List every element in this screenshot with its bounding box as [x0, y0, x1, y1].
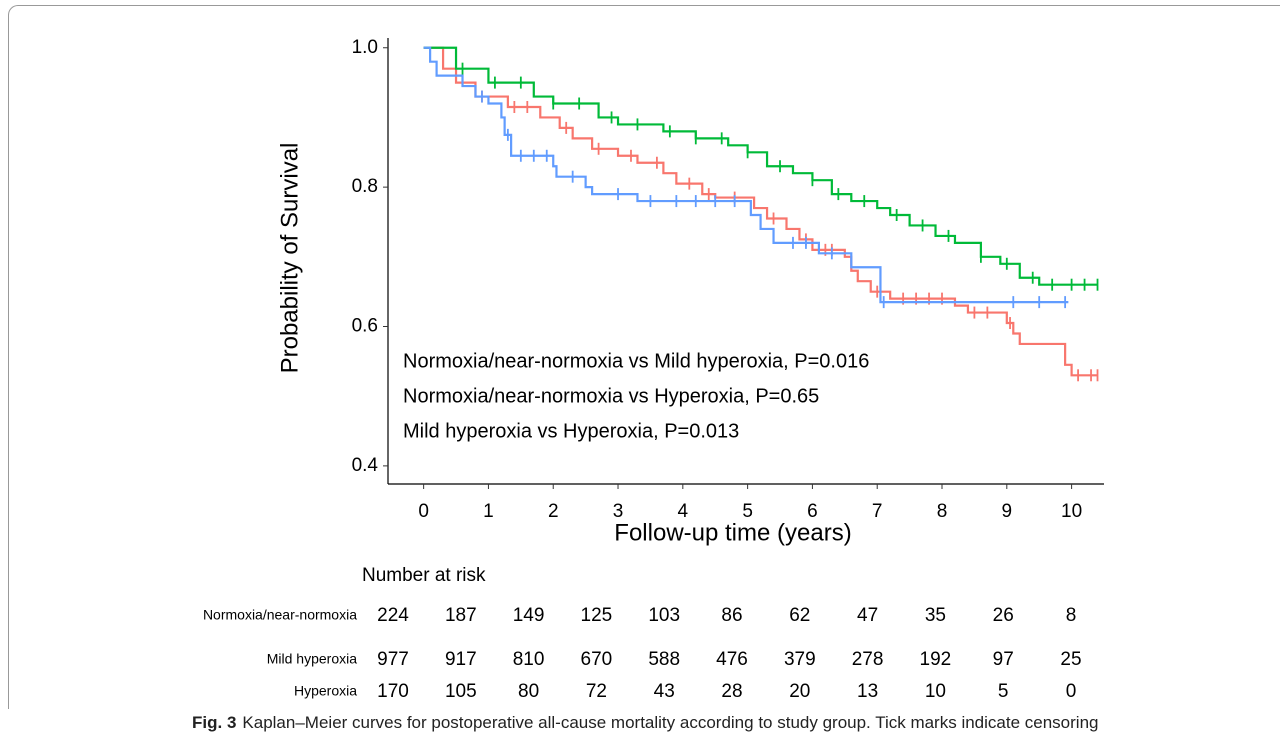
y-tick-label: 1.0 — [352, 37, 378, 58]
risk-count: 35 — [925, 605, 946, 626]
risk-count: 80 — [518, 681, 539, 702]
caption-text: Kaplan–Meier curves for postoperative al… — [242, 713, 1099, 732]
risk-row-label: Normoxia/near-normoxia — [203, 607, 357, 623]
risk-count: 170 — [377, 681, 409, 702]
x-tick-label: 8 — [937, 501, 948, 522]
risk-count: 192 — [920, 649, 952, 670]
x-tick-label: 1 — [483, 501, 494, 522]
risk-count: 28 — [721, 681, 742, 702]
risk-count: 917 — [445, 649, 477, 670]
x-tick-label: 5 — [742, 501, 753, 522]
annotation: Mild hyperoxia vs Hyperoxia, P=0.013 — [403, 420, 739, 442]
risk-count: 810 — [513, 649, 545, 670]
risk-count: 25 — [1060, 649, 1081, 670]
risk-count: 0 — [1066, 681, 1077, 702]
risk-count: 588 — [648, 649, 680, 670]
risk-count: 43 — [654, 681, 675, 702]
risk-count: 670 — [581, 649, 613, 670]
risk-count: 977 — [377, 649, 409, 670]
figure-frame — [8, 5, 1280, 709]
survival-curve — [423, 46, 1098, 286]
risk-count: 187 — [445, 605, 477, 626]
risk-row-label: Hyperoxia — [294, 683, 357, 699]
risk-count: 125 — [581, 605, 613, 626]
risk-count: 72 — [586, 681, 607, 702]
x-tick-label: 9 — [1002, 501, 1013, 522]
survival-curve — [423, 46, 1098, 377]
y-tick-label: 0.4 — [352, 455, 379, 476]
x-tick-label: 7 — [872, 501, 883, 522]
risk-count: 97 — [993, 649, 1014, 670]
x-tick-label: 10 — [1061, 501, 1082, 522]
risk-count: 149 — [513, 605, 545, 626]
risk-count: 62 — [789, 605, 810, 626]
x-tick-label: 3 — [613, 501, 624, 522]
survival-curve — [423, 46, 1069, 304]
risk-count: 26 — [993, 605, 1014, 626]
risk-count: 20 — [789, 681, 810, 702]
x-tick-label: 4 — [678, 501, 689, 522]
risk-row-label: Mild hyperoxia — [267, 651, 357, 667]
y-axis-label: Probability of Survival — [276, 143, 303, 374]
x-tick-label: 2 — [548, 501, 559, 522]
x-axis-label: Follow-up time (years) — [614, 519, 851, 546]
caption-label: Fig. 3 — [192, 713, 237, 732]
risk-count: 13 — [857, 681, 878, 702]
risk-count: 379 — [784, 649, 816, 670]
risk-count: 86 — [721, 605, 742, 626]
risk-count: 8 — [1066, 605, 1077, 626]
risk-count: 105 — [445, 681, 477, 702]
risk-count: 103 — [648, 605, 680, 626]
chart: Probability of Survival Follow-up time (… — [203, 37, 1104, 702]
risk-count: 278 — [852, 649, 884, 670]
risk-count: 224 — [377, 605, 409, 626]
risk-title: Number at risk — [362, 565, 486, 586]
risk-count: 47 — [857, 605, 878, 626]
y-tick-label: 0.6 — [352, 316, 378, 337]
y-tick-label: 0.8 — [352, 176, 378, 197]
annotation: Normoxia/near-normoxia vs Mild hyperoxia… — [403, 350, 869, 372]
risk-count: 10 — [925, 681, 946, 702]
risk-count: 5 — [998, 681, 1009, 702]
caption: Fig. 3 Kaplan–Meier curves for postoperat… — [192, 713, 1098, 733]
x-tick-label: 0 — [418, 501, 429, 522]
x-tick-label: 6 — [807, 501, 818, 522]
annotation: Normoxia/near-normoxia vs Hyperoxia, P=0… — [403, 385, 819, 407]
risk-count: 476 — [716, 649, 748, 670]
